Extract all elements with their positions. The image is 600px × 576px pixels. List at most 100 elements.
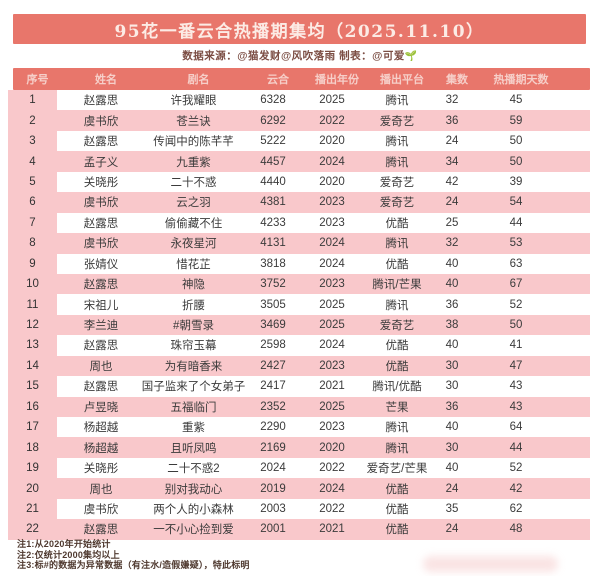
cell-platform: 腾讯 <box>385 136 409 149</box>
cell-index: 6 <box>29 196 36 209</box>
cell-yunhe: 2352 <box>260 400 286 413</box>
cell-hot-days: 62 <box>509 502 523 515</box>
table-row: 14 周也 为有暗香来 2427 2023 优酷 30 47 <box>8 356 590 376</box>
cell-platform: 腾讯 <box>385 95 409 108</box>
cell-drama: 二十不惑 <box>170 176 217 189</box>
cell-episodes: 30 <box>445 380 459 393</box>
cell-year: 2025 <box>319 319 345 332</box>
column-header-episodes: 集数 <box>446 74 468 86</box>
cell-hot-days: 50 <box>509 135 523 148</box>
cell-year: 2024 <box>319 339 345 352</box>
cell-platform: 腾讯 <box>385 299 409 312</box>
cell-platform: 腾讯/优酷 <box>372 381 422 394</box>
cell-episodes: 36 <box>445 400 459 413</box>
table-row: 17 杨超越 重紫 2290 2023 腾讯 40 64 <box>8 417 590 438</box>
cell-year: 2024 <box>319 257 345 270</box>
cell-yunhe: 2001 <box>260 523 286 536</box>
cell-year: 2023 <box>319 278 345 291</box>
cell-name: 赵露思 <box>83 136 119 149</box>
cell-drama: 永夜星河 <box>170 238 217 251</box>
cell-drama: 五福临门 <box>170 401 217 414</box>
cell-hot-days: 42 <box>509 482 523 495</box>
cell-drama: 云之羽 <box>176 197 211 210</box>
column-header-drama: 剧名 <box>187 74 210 86</box>
cell-year: 2025 <box>319 94 345 107</box>
cell-name: 虞书欣 <box>83 238 119 251</box>
cell-index: 17 <box>26 421 39 434</box>
column-header-yunhe: 云合 <box>267 74 289 86</box>
cell-index: 16 <box>26 400 39 413</box>
cell-yunhe: 2003 <box>260 502 286 515</box>
cell-yunhe: 2019 <box>260 482 286 495</box>
cell-platform: 腾讯 <box>385 442 409 455</box>
cell-platform: 优酷 <box>385 258 409 271</box>
table-row: 11 宋祖儿 折腰 3505 2025 腾讯 36 52 <box>8 294 590 315</box>
cell-platform: 腾讯 <box>385 156 409 169</box>
cell-yunhe: 3752 <box>260 278 286 291</box>
cell-name: 宋祖儿 <box>83 299 119 312</box>
table-row: 8 虞书欣 永夜星河 4131 2024 腾讯 32 53 <box>8 233 590 253</box>
cell-episodes: 24 <box>445 135 459 148</box>
cell-platform: 优酷 <box>385 360 409 373</box>
table-row: 6 虞书欣 云之羽 4381 2023 爱奇艺 24 54 <box>8 192 590 212</box>
cell-name: 虞书欣 <box>83 197 119 210</box>
cell-yunhe: 4233 <box>260 216 286 229</box>
cell-hot-days: 52 <box>509 462 523 475</box>
table-row: 9 张婧仪 惜花芷 3818 2024 优酷 40 63 <box>8 253 590 274</box>
column-header-name: 姓名 <box>95 74 117 86</box>
cell-name: 赵露思 <box>83 340 119 353</box>
cell-drama: 且听凤鸣 <box>170 442 217 455</box>
cell-drama: #朝雪录 <box>173 320 214 333</box>
page-title: 95花一番云合热播期集均（2025.11.10） <box>114 21 485 42</box>
sprout-icon: 🌱 <box>404 51 418 62</box>
cell-name: 卢昱晓 <box>83 401 119 414</box>
cell-hot-days: 43 <box>509 400 523 413</box>
cell-yunhe: 4381 <box>260 196 286 209</box>
cell-index: 1 <box>29 94 36 107</box>
column-header-platform: 播出平台 <box>380 74 424 86</box>
cell-index: 15 <box>26 380 39 393</box>
data-source-text: 数据来源：@猫发财@风吹落雨 制表：@可爱 <box>182 50 405 62</box>
table-row: 7 赵露思 偷偷藏不住 4233 2023 优酷 25 44 <box>8 212 590 234</box>
cell-episodes: 24 <box>445 523 459 536</box>
title-bar: 95花一番云合热播期集均（2025.11.10） <box>13 14 586 44</box>
cell-platform: 爱奇艺 <box>379 176 415 189</box>
table-row: 12 李兰迪 #朝雪录 3469 2025 爱奇艺 38 50 <box>8 315 590 335</box>
ranking-table: 序号 姓名 剧名 云合 播出年份 播出平台 集数 热播期天数 1 赵露思 许我耀眼 6328 2025… <box>8 68 590 540</box>
column-header-index: 序号 <box>26 74 49 86</box>
cell-yunhe: 2427 <box>260 359 286 372</box>
cell-episodes: 40 <box>445 339 459 352</box>
cell-year: 2021 <box>319 380 345 393</box>
cell-drama: 惜花芷 <box>176 258 211 271</box>
cell-name: 张婧仪 <box>83 258 119 271</box>
cell-drama: 国子监来了个女弟子 <box>141 381 246 394</box>
cell-yunhe: 4457 <box>260 155 286 168</box>
cell-platform: 优酷 <box>385 217 409 230</box>
cell-hot-days: 41 <box>509 339 523 352</box>
cell-drama: 别对我动心 <box>164 483 223 496</box>
cell-hot-days: 53 <box>509 237 523 250</box>
cell-hot-days: 63 <box>509 257 523 270</box>
cell-year: 2020 <box>319 135 345 148</box>
cell-year: 2024 <box>319 155 345 168</box>
cell-platform: 爱奇艺 <box>379 115 415 128</box>
cell-year: 2023 <box>319 359 345 372</box>
watermark-smudge <box>423 556 558 572</box>
table-row: 1 赵露思 许我耀眼 6328 2025 腾讯 32 45 <box>8 90 590 111</box>
cell-drama: 珠帘玉幕 <box>170 340 217 353</box>
cell-name: 关晓彤 <box>83 463 119 476</box>
cell-index: 19 <box>26 462 39 475</box>
cell-yunhe: 3818 <box>260 257 286 270</box>
cell-platform: 爱奇艺 <box>379 197 415 210</box>
cell-index: 20 <box>26 482 39 495</box>
cell-hot-days: 54 <box>509 196 523 209</box>
cell-index: 8 <box>29 237 36 250</box>
cell-name: 虞书欣 <box>83 115 119 128</box>
cell-hot-days: 64 <box>509 421 523 434</box>
data-source-line: 数据来源：@猫发财@风吹落雨 制表：@可爱🌱 <box>0 48 600 63</box>
cell-episodes: 40 <box>445 421 459 434</box>
cell-index: 5 <box>29 175 36 188</box>
cell-index: 18 <box>26 441 39 454</box>
cell-episodes: 40 <box>445 257 459 270</box>
cell-platform: 腾讯 <box>385 422 409 435</box>
